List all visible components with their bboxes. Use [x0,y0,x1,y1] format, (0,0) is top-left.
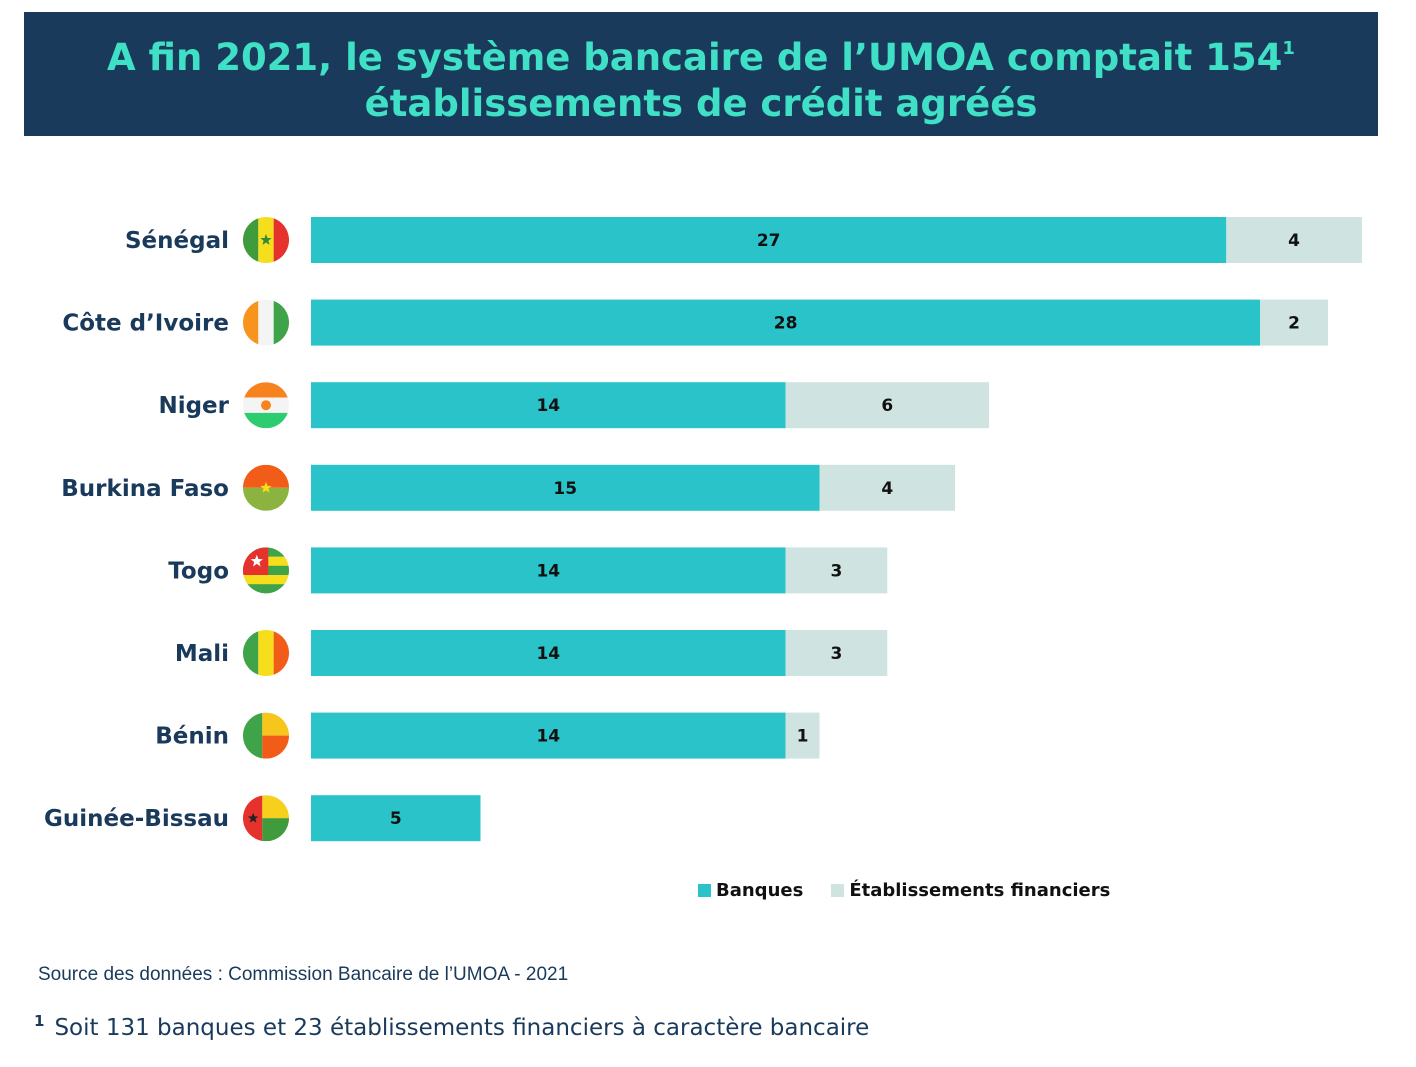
chart-title-text: A fin 2021, le système bancaire de l’UMO… [107,36,1283,79]
category-label-benin: Bénin [155,724,229,750]
category-label-mali: Mali [175,641,229,667]
flag-senegal-icon [243,217,289,263]
category-label-burkina-faso: Burkina Faso [61,476,229,502]
bar-banques-cote-d-ivoire [311,299,1261,346]
data-label-banques-benin: 14 [536,727,560,747]
data-label-etablissements-niger: 6 [881,396,893,416]
legend-item-banques: Banques [698,880,803,901]
legend: Banques Établissements financiers [698,880,1138,901]
footnote: 1 Soit 131 banques et 23 établissements f… [34,1012,869,1041]
bar-banques-guinee-bissau [311,795,481,842]
data-label-banques-cote-d-ivoire: 28 [774,314,798,334]
category-label-togo: Togo [168,558,229,584]
data-label-banques-mali: 14 [536,644,560,664]
footnote-text: Soit 131 banques et 23 établissements fi… [54,1015,870,1041]
bar-etablissements-cote-d-ivoire [1260,299,1328,346]
data-label-etablissements-mali: 3 [831,644,843,664]
legend-label-banques: Banques [716,880,804,901]
bar-etablissements-mali [785,630,888,676]
bar-banques-benin [311,712,786,759]
data-label-etablissements-cote-d-ivoire: 2 [1288,314,1300,334]
bar-banques-niger [311,382,786,429]
bar-etablissements-burkina-faso [819,464,956,511]
chart-title-line-2: établissements de crédit agréés [364,82,1038,125]
flag-mali-icon [243,630,289,676]
footnote-mark: 1 [34,1012,45,1030]
bar-etablissements-senegal [1226,217,1362,263]
legend-label-etablissements: Établissements financiers [849,880,1111,901]
data-label-banques-senegal: 27 [757,231,781,251]
category-label-cote-d-ivoire: Côte d’Ivoire [62,311,229,337]
legend-swatch-etablissements [831,884,845,897]
category-label-senegal: Sénégal [125,228,229,254]
flag-burkina-faso-icon [243,464,289,511]
legend-item-etablissements: Établissements financiers [831,880,1110,901]
title-banner: A fin 2021, le système bancaire de l’UMO… [24,12,1378,136]
data-label-banques-guinee-bissau: 5 [390,809,402,829]
title-footnote-mark: 1 [1282,38,1295,59]
data-label-etablissements-senegal: 4 [1288,231,1300,251]
bar-etablissements-benin [785,712,820,759]
data-label-banques-burkina-faso: 15 [553,479,577,499]
category-label-guinee-bissau: Guinée-Bissau [44,806,229,832]
bar-etablissements-niger [785,382,989,429]
data-label-banques-niger: 14 [536,396,560,416]
data-label-banques-togo: 14 [536,561,560,581]
flag-togo-icon [243,547,289,594]
legend-swatch-banques [698,884,711,897]
data-label-etablissements-togo: 3 [831,561,843,581]
data-label-etablissements-benin: 1 [797,727,809,747]
bar-banques-togo [311,547,786,594]
bar-banques-burkina-faso [311,464,820,511]
flag-benin-icon [243,712,289,759]
source-note: Source des données : Commission Bancaire… [38,964,569,985]
flag-cote-divoire-icon [243,299,289,346]
flag-niger-icon [243,382,289,429]
chart-title-line-1: A fin 2021, le système bancaire de l’UMO… [24,26,1378,81]
bar-banques-senegal [311,217,1227,263]
flag-guinea-bissau-icon [243,795,289,842]
bar-banques-mali [311,630,786,676]
data-label-etablissements-burkina-faso: 4 [881,479,893,499]
category-label-niger: Niger [158,393,229,419]
bar-etablissements-togo [785,547,888,594]
